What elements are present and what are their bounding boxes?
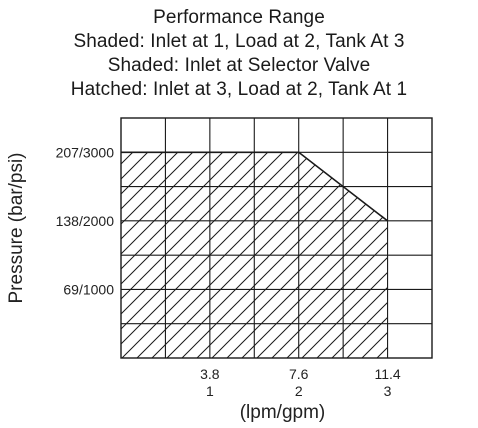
x-tick-label-gpm: 1: [206, 383, 214, 399]
x-tick-label-gpm: 3: [384, 383, 392, 399]
x-tick-label-lpm: 7.6: [289, 366, 309, 382]
x-axis-label: (lpm/gpm): [240, 402, 326, 423]
x-tick-label-lpm: 11.4: [374, 366, 400, 382]
y-tick-label: 138/2000: [56, 213, 115, 229]
x-tick-label-lpm: 3.8: [200, 366, 220, 382]
title-line-4: Hatched: Inlet at 3, Load at 2, Tank At …: [70, 79, 408, 100]
title-line-3: Shaded: Inlet at Selector Valve: [107, 55, 371, 76]
y-axis-label: Pressure (bar/psi): [6, 153, 27, 304]
y-tick-label: 207/3000: [56, 144, 115, 160]
title-line-2: Shaded: Inlet at 1, Load at 2, Tank At 3: [73, 31, 405, 52]
x-tick-label-gpm: 2: [295, 383, 303, 399]
grid-lines: [121, 118, 432, 358]
chart-title: Performance Range Shaded: Inlet at 1, Lo…: [0, 6, 478, 102]
x-tick-labels: 3.81 7.62 11.43: [200, 366, 401, 399]
performance-region-outline: [121, 151, 389, 222]
plot-frame: [120, 117, 433, 359]
y-tick-label: 69/1000: [63, 281, 114, 297]
title-line-1: Performance Range: [153, 7, 325, 28]
y-tick-labels: 69/1000 138/2000 207/3000: [56, 144, 115, 297]
